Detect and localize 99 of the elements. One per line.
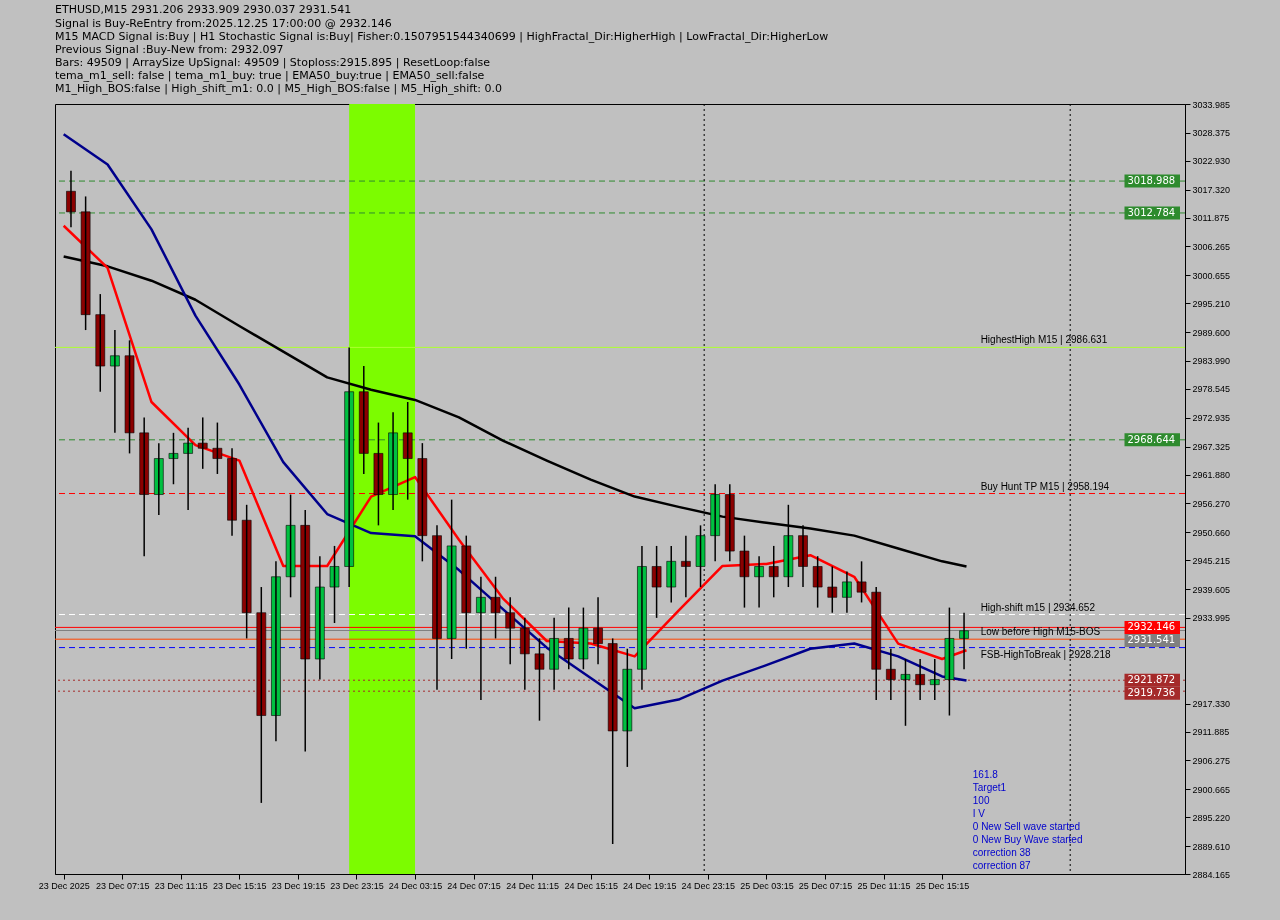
y-tick-label: 2967.325 <box>1192 442 1231 453</box>
candlestick <box>622 647 633 768</box>
annotation: 100 <box>972 795 990 807</box>
annotation: correction 87 <box>972 860 1032 872</box>
chart-title: ETHUSD,M15 2931.206 2933.909 2930.037 2931.541 <box>55 3 352 16</box>
candlestick <box>651 545 662 619</box>
x-tick-label: 23 Dec 19:15 <box>271 880 326 891</box>
ref-line-label: FSB-HighToBreak | 2928.218 <box>980 648 1111 660</box>
y-tick-label: 2884.165 <box>1192 869 1231 880</box>
x-tick-label: 23 Dec 15:15 <box>213 880 267 891</box>
candlestick <box>490 576 501 640</box>
y-tick-label: 3006.265 <box>1192 241 1231 252</box>
candlestick <box>856 560 867 604</box>
x-tick-label: 25 Dec 07:15 <box>798 880 853 891</box>
ref-line-label: 3012.784 <box>1127 206 1176 218</box>
y-tick-label: 2983.990 <box>1192 356 1231 367</box>
candlestick <box>168 432 179 485</box>
ref-line-label: 3018.988 <box>1127 175 1176 187</box>
annotation: Target1 <box>972 782 1007 794</box>
candlestick <box>256 586 267 804</box>
y-tick-label: 2995.210 <box>1192 298 1231 309</box>
candlestick <box>110 329 120 434</box>
candlestick <box>285 493 296 599</box>
candlestick <box>607 637 618 845</box>
annotation: I V <box>972 808 986 820</box>
text: M15 MACD Signal is:Buy | H1 Stochastic Signal is:Buy| Fisher:0.1507951544340699 | HighFractal_Dir:HigherHigh | LowFractal_Dir:HigherLow <box>55 30 829 43</box>
text: Bars: 49509 | ArraySize UpSignal: 49509 | Stoploss:2915.895 | ResetLoop:false <box>55 56 491 69</box>
x-tick-label: 24 Dec 03:15 <box>388 880 443 891</box>
annotation: 0 New Buy Wave started <box>972 834 1083 846</box>
y-tick-label: 2989.600 <box>1192 327 1231 338</box>
ref-line-label: 2919.736 <box>1127 687 1176 699</box>
y-tick-label: 2900.665 <box>1192 784 1231 795</box>
candlestick <box>329 545 340 624</box>
candlestick <box>212 421 223 475</box>
candlestick <box>446 498 457 660</box>
candlestick <box>402 401 413 501</box>
y-tick-label: 2961.880 <box>1192 470 1231 481</box>
ref-line-label: 2921.872 <box>1127 674 1176 686</box>
text: tema_m1_sell: false | tema_m1_buy: true | EMA50_buy:true | EMA50_sell:false <box>55 69 485 82</box>
candlestick <box>373 421 384 527</box>
annotation: 0 New Sell wave started <box>972 821 1081 833</box>
y-tick-label: 3022.930 <box>1192 156 1231 167</box>
candlestick <box>739 534 750 609</box>
text: Previous Signal :Buy-New from: 2932.097 <box>55 43 284 56</box>
ref-line-label: HighestHigh M15 | 2986.631 <box>980 334 1108 346</box>
y-tick-label: 2945.215 <box>1192 555 1231 566</box>
y-tick-label: 2933.995 <box>1192 613 1231 624</box>
x-tick-label: 24 Dec 19:15 <box>623 880 677 891</box>
y-tick-label: 2917.330 <box>1192 699 1231 710</box>
y-tick-label: 3017.320 <box>1192 185 1231 196</box>
candlestick <box>534 637 545 722</box>
ref-line-label: 2931.541 <box>1127 634 1176 646</box>
y-tick-label: 2895.220 <box>1192 812 1231 823</box>
ref-line-label: 2932.146 <box>1127 621 1176 633</box>
y-tick-label: 3011.875 <box>1192 213 1230 224</box>
x-tick-label: 25 Dec 15:15 <box>915 880 970 891</box>
candlestick <box>461 534 472 650</box>
x-tick-label: 25 Dec 03:15 <box>740 880 794 891</box>
candlestick <box>197 416 208 470</box>
y-tick-label: 2939.605 <box>1192 584 1231 595</box>
x-tick-label: 25 Dec 11:15 <box>857 880 911 891</box>
text: Signal is Buy-ReEntry from:2025.12.25 17:00:00 @ 2932.146 <box>55 17 392 30</box>
candlestick <box>241 504 252 640</box>
x-tick-label: 23 Dec 07:15 <box>95 880 150 891</box>
y-tick-label: 3000.655 <box>1192 270 1231 281</box>
x-tick-label: 24 Dec 15:15 <box>564 880 618 891</box>
y-tick-label: 3033.985 <box>1192 99 1231 110</box>
candlestick <box>124 339 135 455</box>
text: M1_High_BOS:false | High_shift_m1: 0.0 | M5_High_BOS:false | M5_High_shift: 0.0 <box>55 82 503 95</box>
y-tick-label: 2889.610 <box>1192 841 1231 852</box>
annotation: 161.8 <box>972 769 999 781</box>
y-tick-label: 2972.935 <box>1192 413 1231 424</box>
y-tick-label: 2956.270 <box>1192 498 1231 509</box>
candlestick <box>578 606 589 671</box>
y-tick-label: 2978.545 <box>1192 384 1231 395</box>
x-tick-label: 23 Dec 11:15 <box>154 880 208 891</box>
y-tick-label: 2911.885 <box>1192 727 1230 738</box>
ref-line-label: High-shift m15 | 2934.652 <box>980 601 1096 613</box>
x-tick-label: 24 Dec 07:15 <box>447 880 501 891</box>
candlestick <box>959 611 969 671</box>
ref-line-label: Low before High M15-BOS <box>980 626 1101 638</box>
x-tick-label: 23 Dec 2025 <box>38 880 90 891</box>
candlestick <box>417 442 428 563</box>
candlestick <box>768 545 779 599</box>
y-tick-label: 3028.375 <box>1192 128 1231 139</box>
x-tick-label: 24 Dec 11:15 <box>506 880 560 891</box>
candlestick <box>95 293 106 393</box>
candlestick <box>900 658 911 727</box>
x-tick-label: 24 Dec 23:15 <box>681 880 736 891</box>
ref-line-label: 2968.644 <box>1127 433 1176 445</box>
candlestick <box>812 555 823 609</box>
candlestick <box>827 565 838 614</box>
candlestick <box>183 426 193 511</box>
x-tick-label: 23 Dec 23:15 <box>330 880 384 891</box>
candlestick <box>944 606 955 717</box>
annotation: correction 38 <box>972 847 1032 859</box>
y-tick-label: 2906.275 <box>1192 755 1231 766</box>
y-tick-label: 2950.660 <box>1192 527 1231 538</box>
ref-line-label: Buy Hunt TP M15 | 2958.194 <box>980 480 1110 492</box>
